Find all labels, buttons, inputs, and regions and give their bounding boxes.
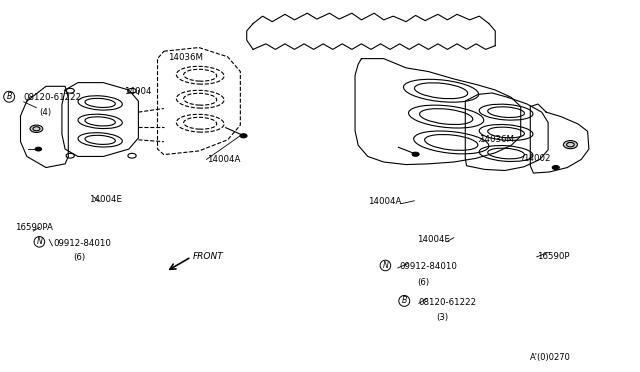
Text: A'(0)0270: A'(0)0270 — [531, 353, 571, 362]
Text: N: N — [36, 237, 42, 246]
Text: 14036M: 14036M — [168, 54, 204, 62]
Ellipse shape — [563, 141, 577, 149]
Text: 08120-61222: 08120-61222 — [24, 93, 82, 102]
Text: FRONT: FRONT — [193, 252, 223, 261]
Text: 14002: 14002 — [523, 154, 550, 163]
Text: (6): (6) — [417, 278, 429, 287]
Ellipse shape — [552, 166, 559, 170]
Text: 16590P: 16590P — [537, 252, 569, 261]
Text: 14036M: 14036M — [479, 135, 515, 144]
Ellipse shape — [412, 152, 419, 156]
Text: 14004E: 14004E — [417, 235, 450, 244]
Text: 08120-61222: 08120-61222 — [419, 298, 477, 307]
Text: (6): (6) — [73, 253, 85, 262]
Text: 14004: 14004 — [124, 87, 151, 96]
Text: (4): (4) — [40, 108, 52, 117]
Ellipse shape — [35, 147, 42, 151]
Ellipse shape — [240, 134, 247, 138]
Text: B: B — [6, 92, 12, 101]
Text: 16590PA: 16590PA — [15, 222, 53, 231]
Text: B: B — [401, 296, 407, 305]
Text: 14004A: 14004A — [207, 155, 240, 164]
Text: 14004A: 14004A — [368, 198, 401, 206]
Ellipse shape — [30, 125, 43, 132]
Text: 14004E: 14004E — [90, 195, 122, 203]
Text: N: N — [383, 261, 388, 270]
Text: 09912-84010: 09912-84010 — [399, 262, 458, 272]
Text: 09912-84010: 09912-84010 — [54, 239, 111, 248]
Text: (3): (3) — [436, 312, 448, 322]
